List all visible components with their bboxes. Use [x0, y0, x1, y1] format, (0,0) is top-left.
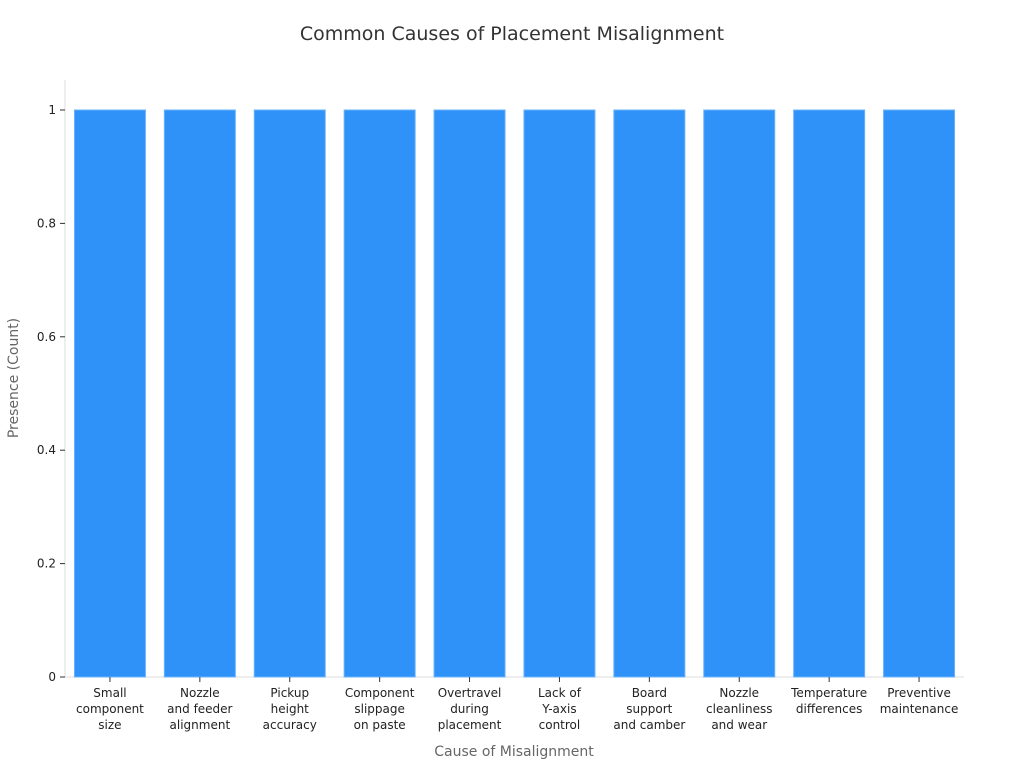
x-tick-label: Nozzle cleanliness and wear: [706, 686, 772, 732]
bar: [883, 109, 956, 678]
y-tick-label: 0.2: [37, 557, 56, 571]
y-tick-label: 0.6: [37, 330, 56, 344]
bar: [253, 109, 326, 678]
y-tick-label: 0.4: [37, 443, 56, 457]
bar: [793, 109, 866, 678]
x-tick-label: Nozzle and feeder alignment: [167, 686, 232, 732]
bar: [703, 109, 776, 678]
x-tick-label: Preventive maintenance: [880, 686, 959, 716]
x-tick-label: Component slippage on paste: [345, 686, 415, 732]
x-tick-label: Board support and camber: [613, 686, 685, 732]
bar: [163, 109, 236, 678]
y-ticks-group: 0 0.2 0.4 0.6 0.8 1: [37, 103, 65, 684]
y-axis-title: Presence (Count): [6, 318, 22, 438]
bar: [433, 109, 506, 678]
x-labels-group: Small component size Nozzle and feeder alignm…: [76, 677, 958, 732]
x-tick-label: Small component size: [76, 686, 144, 732]
x-axis-title: Cause of Misalignment: [434, 744, 594, 760]
y-tick-label: 0: [48, 670, 56, 684]
x-tick-label: Pickup height accuracy: [263, 686, 317, 732]
chart-title: Common Causes of Placement Misalignment: [300, 23, 724, 45]
bar: [523, 109, 596, 678]
x-tick-label: Lack of Y-axis control: [538, 686, 582, 732]
bars-group: [73, 109, 956, 678]
bar: [613, 109, 686, 678]
x-tick-label: Temperature differences: [790, 686, 867, 716]
y-tick-label: 1: [48, 103, 56, 117]
bar: [343, 109, 416, 678]
x-tick-label: Overtravel during placement: [438, 686, 502, 732]
y-tick-label: 0.8: [37, 216, 56, 230]
bar: [73, 109, 146, 678]
